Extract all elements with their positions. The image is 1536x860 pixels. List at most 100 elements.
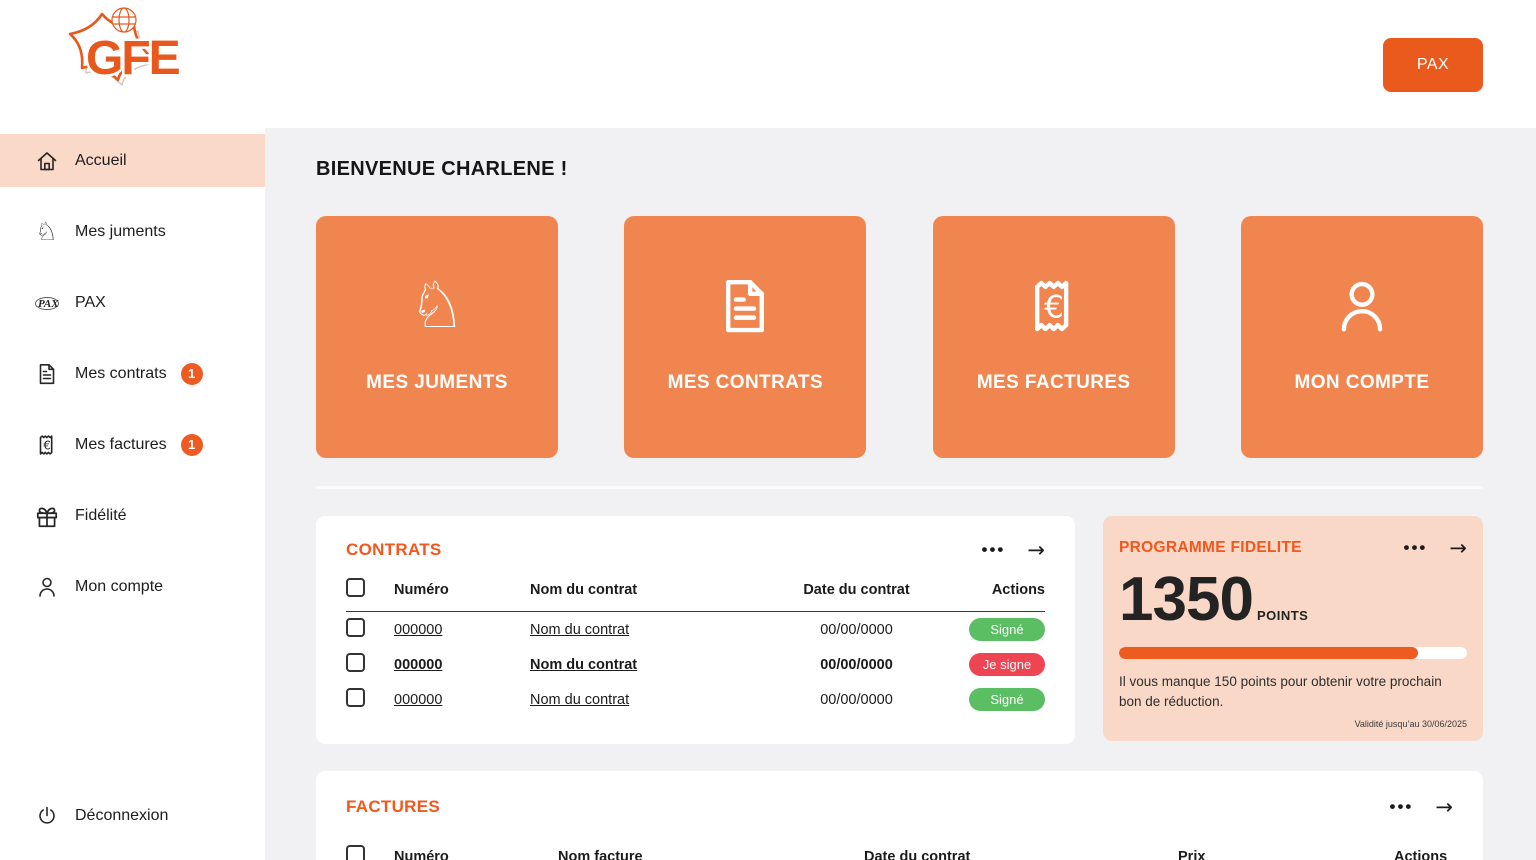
contract-date: 00/00/0000: [820, 621, 893, 638]
sidebar-item-label: Déconnexion: [75, 806, 169, 824]
sidebar-item-label: Mon compte: [75, 577, 164, 595]
pax-icon: PAX: [33, 290, 60, 316]
receipt-euro-icon: €: [1023, 268, 1085, 344]
horse-icon: ♘: [408, 269, 466, 343]
row-checkbox[interactable]: [346, 618, 365, 637]
arrow-right-icon[interactable]: →: [1435, 795, 1453, 819]
sidebar-nav: Accueil ♘ Mes juments PAX PAX Mes contra…: [0, 134, 265, 631]
document-icon: [33, 362, 60, 386]
sidebar-item-mes-contrats[interactable]: Mes contrats 1: [0, 347, 265, 400]
ellipsis-icon[interactable]: •••: [981, 540, 1006, 559]
contract-name-link[interactable]: Nom du contrat: [530, 621, 630, 638]
column-header-numero: Numéro: [394, 848, 449, 860]
svg-text:€: €: [43, 438, 51, 452]
status-badge[interactable]: Signé: [969, 688, 1045, 711]
sidebar-item-pax[interactable]: PAX PAX: [0, 276, 265, 329]
contract-row: 000000 Nom du contrat 00/00/0000 Signé: [346, 682, 1045, 717]
contracts-card-header: CONTRATS ••• →: [346, 538, 1045, 562]
notification-badge: 1: [180, 433, 203, 456]
svg-text:GFE: GFE: [86, 32, 180, 85]
tile-mes-factures[interactable]: € MES FACTURES: [932, 216, 1175, 458]
status-badge[interactable]: Signé: [969, 618, 1045, 641]
fidelity-card-header: PROGRAMME FIDELITE ••• →: [1119, 536, 1467, 560]
row-checkbox[interactable]: [346, 653, 365, 672]
contracts-card: CONTRATS ••• → Numéro Nom du contrat Dat…: [316, 516, 1075, 744]
fidelity-message: Il vous manque 150 points pour obtenir v…: [1119, 674, 1442, 710]
column-header-actions: Actions: [1394, 848, 1448, 860]
contract-name-link[interactable]: Nom du contrat: [530, 691, 630, 708]
contracts-table-header: Numéro Nom du contrat Date du contrat Ac…: [346, 578, 1045, 612]
gift-icon: [33, 503, 60, 529]
sidebar-item-label: Mes juments: [75, 222, 166, 240]
main-content: BIENVENUE CHARLENE ! ♘ MES JUMENTS MES C…: [316, 128, 1483, 860]
select-all-checkbox[interactable]: [346, 845, 365, 860]
column-header-date: Date du contrat: [803, 581, 910, 598]
sidebar-item-mon-compte[interactable]: Mon compte: [0, 560, 265, 613]
horse-icon: ♘: [35, 217, 58, 246]
sidebar-item-mes-juments[interactable]: ♘ Mes juments: [0, 205, 265, 258]
fidelity-title: PROGRAMME FIDELITE: [1119, 539, 1302, 556]
contract-date: 00/00/0000: [820, 691, 893, 708]
pax-button[interactable]: PAX: [1383, 38, 1483, 92]
svg-text:PAX: PAX: [38, 298, 59, 310]
home-icon: [33, 149, 60, 173]
column-header-prix: Prix: [1178, 848, 1206, 860]
status-badge[interactable]: Je signe: [969, 653, 1045, 676]
svg-text:€: €: [1044, 289, 1064, 325]
fidelity-card: PROGRAMME FIDELITE ••• → 1350 POINTS Il v…: [1103, 516, 1483, 741]
column-header-numero: Numéro: [394, 581, 449, 598]
row-checkbox[interactable]: [346, 688, 365, 707]
contract-number-link[interactable]: 000000: [394, 656, 443, 673]
invoices-title: FACTURES: [346, 797, 441, 816]
globe-icon: [111, 7, 137, 33]
quick-tiles: ♘ MES JUMENTS MES CONTRATS € MES FACTURE…: [316, 216, 1483, 458]
tile-label: MON COMPTE: [1294, 372, 1430, 393]
document-icon: [714, 268, 776, 344]
gfe-logo: GFE: [56, 4, 208, 107]
welcome-heading: BIENVENUE CHARLENE !: [316, 158, 568, 180]
contract-number-link[interactable]: 000000: [394, 691, 443, 708]
column-header-nom: Nom du contrat: [530, 581, 638, 598]
sidebar-item-accueil[interactable]: Accueil: [0, 134, 265, 187]
power-icon: [33, 804, 60, 828]
invoices-card: FACTURES ••• → Numéro Nom facture Date d…: [316, 771, 1483, 860]
invoices-table-header: Numéro Nom facture Date du contrat Prix …: [346, 845, 1453, 860]
ellipsis-icon[interactable]: •••: [1403, 538, 1428, 557]
sidebar-item-label: Mes contrats: [75, 364, 167, 382]
notification-badge: 1: [180, 362, 203, 385]
ellipsis-icon[interactable]: •••: [1389, 797, 1414, 816]
section-divider: [316, 486, 1483, 489]
sidebar-item-mes-factures[interactable]: € Mes factures 1: [0, 418, 265, 471]
contracts-title: CONTRATS: [346, 540, 442, 559]
receipt-euro-icon: €: [33, 433, 60, 457]
select-all-checkbox[interactable]: [346, 578, 365, 597]
column-header-nom-facture: Nom facture: [558, 848, 643, 860]
tile-label: MES FACTURES: [976, 372, 1131, 393]
tile-mes-contrats[interactable]: MES CONTRATS: [624, 216, 867, 458]
arrow-right-icon[interactable]: →: [1449, 536, 1467, 560]
sidebar-item-label: Fidélité: [75, 506, 127, 524]
contract-name-link[interactable]: Nom du contrat: [530, 656, 638, 673]
contract-row: 000000 Nom du contrat 00/00/0000 Je sign…: [346, 647, 1045, 682]
validity-note: Validité jusqu’au 30/06/2025: [1354, 718, 1467, 729]
arrow-right-icon[interactable]: →: [1027, 538, 1045, 562]
tile-mes-juments[interactable]: ♘ MES JUMENTS: [316, 216, 558, 458]
contract-number-link[interactable]: 000000: [394, 621, 443, 638]
column-header-actions: Actions: [991, 581, 1045, 598]
contract-row: 000000 Nom du contrat 00/00/0000 Signé: [346, 612, 1045, 647]
points-label: POINTS: [1256, 608, 1309, 623]
contract-date: 00/00/0000: [820, 656, 893, 673]
tile-label: MES CONTRATS: [667, 372, 824, 393]
sidebar: GFE Accueil ♘ Mes juments PAX PAX: [0, 0, 265, 860]
user-icon: [1331, 268, 1393, 344]
sidebar-item-deconnexion[interactable]: Déconnexion: [0, 789, 265, 842]
sidebar-item-fidelite[interactable]: Fidélité: [0, 489, 265, 542]
cards-row: CONTRATS ••• → Numéro Nom du contrat Dat…: [316, 516, 1483, 744]
tile-mon-compte[interactable]: MON COMPTE: [1240, 216, 1483, 458]
tile-label: MES JUMENTS: [366, 372, 508, 393]
gfe-logo-graphic: GFE: [68, 7, 184, 88]
points-line: 1350 POINTS: [1119, 564, 1467, 635]
sidebar-item-label: PAX: [75, 293, 106, 311]
column-header-date: Date du contrat: [864, 848, 971, 860]
